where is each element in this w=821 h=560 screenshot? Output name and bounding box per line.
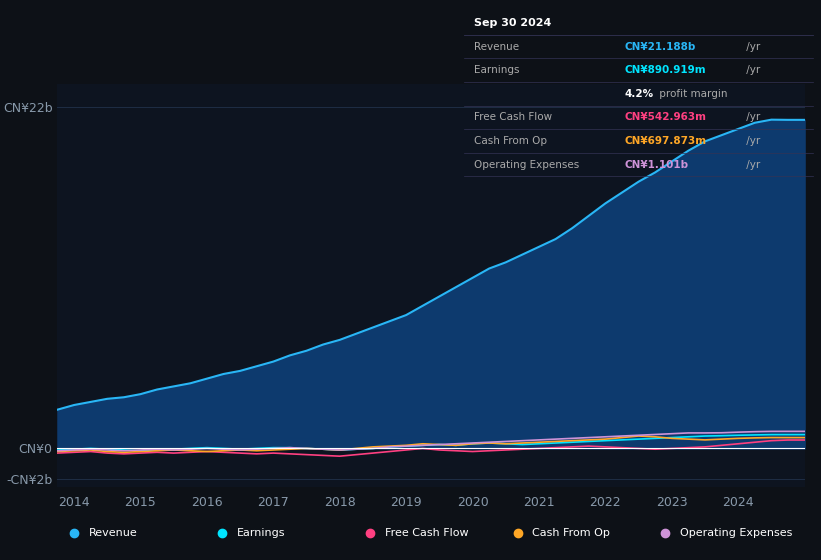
Text: CN¥21.188b: CN¥21.188b xyxy=(624,41,695,52)
Text: Revenue: Revenue xyxy=(475,41,520,52)
Text: /yr: /yr xyxy=(743,41,760,52)
Text: Revenue: Revenue xyxy=(89,529,138,538)
Text: 4.2%: 4.2% xyxy=(624,89,654,99)
Text: Operating Expenses: Operating Expenses xyxy=(681,529,792,538)
Text: CN¥890.919m: CN¥890.919m xyxy=(624,65,706,75)
Text: CN¥697.873m: CN¥697.873m xyxy=(624,136,707,146)
Text: profit margin: profit margin xyxy=(656,89,727,99)
Text: Operating Expenses: Operating Expenses xyxy=(475,160,580,170)
Text: Cash From Op: Cash From Op xyxy=(533,529,610,538)
Text: /yr: /yr xyxy=(743,160,760,170)
Text: /yr: /yr xyxy=(743,113,760,123)
Text: Cash From Op: Cash From Op xyxy=(475,136,548,146)
Text: Earnings: Earnings xyxy=(475,65,520,75)
Text: CN¥1.101b: CN¥1.101b xyxy=(624,160,689,170)
Text: /yr: /yr xyxy=(743,136,760,146)
Text: Earnings: Earnings xyxy=(237,529,286,538)
Text: Free Cash Flow: Free Cash Flow xyxy=(475,113,553,123)
Text: /yr: /yr xyxy=(743,65,760,75)
Text: Free Cash Flow: Free Cash Flow xyxy=(384,529,468,538)
Text: CN¥542.963m: CN¥542.963m xyxy=(624,113,706,123)
Text: Sep 30 2024: Sep 30 2024 xyxy=(475,18,552,28)
